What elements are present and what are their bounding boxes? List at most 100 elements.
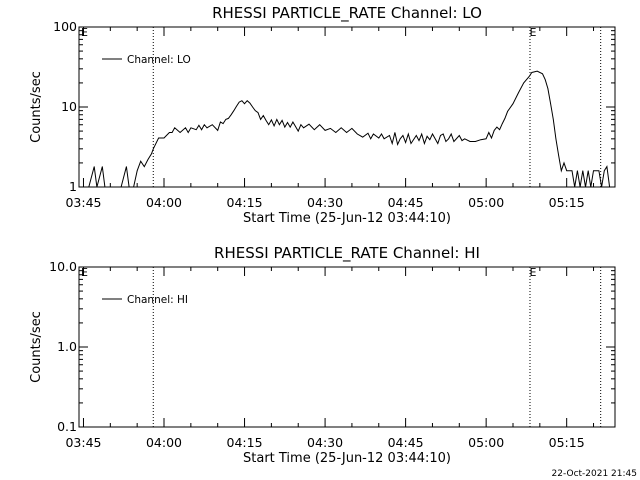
data-point <box>190 127 192 129</box>
data-point <box>230 114 232 116</box>
data-point <box>416 135 417 136</box>
data-point <box>308 123 310 125</box>
data-point <box>233 110 235 111</box>
y-axis-label: Counts/sec <box>29 71 44 143</box>
data-point <box>120 186 122 188</box>
x-tick-label: 05:00 <box>468 435 504 450</box>
data-point <box>88 186 90 188</box>
y-tick-label: 1 <box>69 179 77 194</box>
data-point <box>566 170 567 171</box>
data-point <box>367 132 369 134</box>
data-point <box>265 120 267 121</box>
data-point <box>475 141 476 142</box>
y-tick-label: 1.0 <box>57 339 77 354</box>
data-point <box>585 186 586 188</box>
data-point <box>297 130 299 132</box>
data-point <box>263 115 264 116</box>
series-line <box>79 70 611 188</box>
data-point <box>394 132 396 133</box>
data-point <box>531 72 533 73</box>
data-point <box>340 127 342 129</box>
data-point <box>453 141 455 142</box>
data-point <box>144 166 145 167</box>
data-point <box>488 132 490 133</box>
data-point <box>499 129 500 130</box>
data-point <box>93 166 95 167</box>
data-point <box>485 138 487 140</box>
data-point <box>442 133 444 135</box>
data-point <box>405 142 406 143</box>
data-point <box>542 73 543 75</box>
data-point <box>289 126 291 128</box>
footer-timestamp: 22-Oct-2021 21:45 <box>552 469 637 479</box>
x-tick-label: 05:15 <box>549 195 585 210</box>
data-point <box>147 159 149 160</box>
data-point <box>273 125 275 127</box>
data-point <box>518 92 519 94</box>
data-point <box>102 166 103 167</box>
data-point <box>128 186 130 188</box>
data-point <box>555 138 557 140</box>
data-point <box>346 132 347 133</box>
x-tick-label: 04:45 <box>388 435 424 450</box>
data-point <box>151 153 152 155</box>
data-point <box>410 143 412 144</box>
data-point <box>536 70 538 72</box>
data-point <box>429 139 431 140</box>
data-point <box>281 120 283 121</box>
data-point <box>174 127 175 129</box>
data-point <box>426 136 428 137</box>
x-axis-label: Start Time (25-Jun-12 03:44:10) <box>243 211 451 226</box>
panel-lo: RHESSI PARTICLE_RATE Channel: LO 1 10 100 03… <box>29 4 616 226</box>
x-tick-label: 04:00 <box>146 435 182 450</box>
legend-label: Channel: LO <box>127 54 191 66</box>
data-point <box>563 162 565 164</box>
data-point <box>493 130 495 131</box>
data-point <box>432 133 433 135</box>
data-point <box>587 170 589 171</box>
data-point <box>480 139 482 140</box>
corner-label: E <box>81 266 88 279</box>
data-point <box>579 186 581 188</box>
data-point <box>606 166 608 167</box>
data-point <box>373 133 374 135</box>
data-point <box>136 170 138 171</box>
data-point <box>561 170 562 171</box>
data-point <box>512 103 514 104</box>
data-point <box>171 132 173 133</box>
data-point <box>241 100 243 101</box>
x-tick-label: 03:45 <box>65 435 101 450</box>
data-point <box>440 135 441 136</box>
data-point <box>424 143 425 144</box>
data-point <box>437 143 439 144</box>
data-point <box>496 126 498 128</box>
data-point <box>421 133 423 135</box>
data-point <box>279 124 280 125</box>
data-point <box>397 144 398 145</box>
data-point <box>507 111 508 112</box>
y-tick-label: 100 <box>53 19 77 34</box>
legend-label: Channel: HI <box>127 294 188 306</box>
data-point <box>140 160 141 162</box>
data-point <box>300 124 302 125</box>
data-point <box>370 138 372 140</box>
plot-frame <box>78 26 616 188</box>
data-point <box>469 141 471 142</box>
data-point <box>553 119 554 120</box>
data-point <box>335 132 337 133</box>
x-tick-label: 04:30 <box>307 195 343 210</box>
data-point <box>391 143 393 144</box>
data-point <box>383 138 385 140</box>
data-point <box>582 170 584 171</box>
data-point <box>198 125 200 126</box>
data-point <box>550 103 551 104</box>
data-point <box>448 138 449 140</box>
data-point <box>104 186 106 188</box>
data-point <box>185 127 186 129</box>
data-point <box>357 133 358 135</box>
data-point <box>212 124 213 125</box>
panel-hi: RHESSI PARTICLE_RATE Channel: HI 0.1 1.0 10… <box>29 244 616 466</box>
data-point <box>445 141 447 142</box>
data-point <box>504 118 506 119</box>
x-tick-label: 03:45 <box>65 195 101 210</box>
